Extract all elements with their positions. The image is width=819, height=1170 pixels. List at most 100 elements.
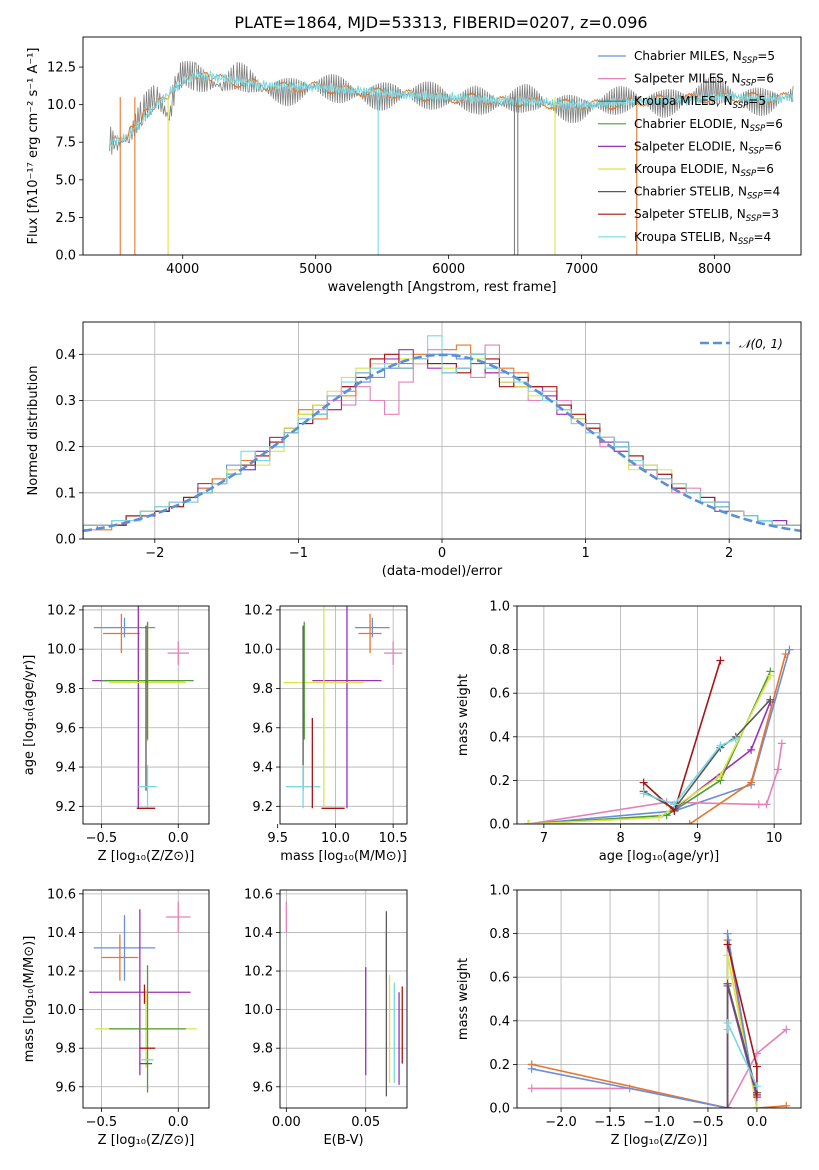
plot-area: [83, 890, 209, 1108]
data-point: [527, 1084, 536, 1093]
x-axis-label: (data-model)/error: [382, 564, 503, 579]
y-tick-label: 10.2: [47, 603, 76, 618]
figure-title: PLATE=1864, MJD=53313, FIBERID=0207, z=0…: [234, 13, 647, 32]
panel-mass_weight_vs_age: 7 8 9 10 0.0 0.2 0.4 0.6 0.8 1.0 age [log₁₀(age/yr…: [456, 600, 802, 864]
y-tick-label: 0.8: [489, 927, 510, 942]
y-tick-label: 10.0: [47, 98, 76, 113]
data-point: [762, 800, 771, 809]
x-axis-label: wavelength [Angstrom, rest frame]: [328, 280, 557, 295]
x-axis-label: mass [log₁₀(M/M⊙)]: [280, 849, 407, 864]
y-tick-label: 10.0: [244, 643, 273, 658]
legend-label: Kroupa STELIB, NSSP=4: [634, 230, 771, 247]
errorbar: [283, 606, 365, 807]
y-tick-label: 9.8: [252, 1042, 273, 1057]
errorbar: [109, 965, 186, 1093]
x-tick-label: 1: [581, 546, 589, 561]
y-axis-label: Normed distribution: [26, 366, 41, 496]
plot-area: [280, 890, 407, 1108]
data-point: [752, 1062, 761, 1071]
x-tick-label: 7000: [565, 262, 598, 277]
panel-mass_vs_Z: −0.5 0.0 9.6 9.8 10.0 10.2 10.4 10.6 Z [log₁₀(Z/…: [22, 887, 210, 1148]
legend-label: Salpeter ELODIE, NSSP=6: [634, 139, 782, 156]
plot-area: [517, 606, 801, 824]
weight-line: [673, 701, 772, 810]
legend: Chabrier MILES, NSSP=5 Salpeter MILES, NS…: [598, 49, 783, 247]
errorbar: [312, 606, 382, 809]
y-tick-label: 10.4: [244, 926, 273, 941]
x-axis-label: age [log₁₀(age/yr)]: [599, 849, 720, 864]
plot-frame: [82, 321, 802, 540]
histogram-step: [83, 335, 801, 539]
y-tick-label: 10.2: [244, 603, 273, 618]
x-axis-label: Z [log₁₀(Z/Z⊙)]: [98, 849, 195, 864]
y-tick-label: 0.6: [489, 971, 510, 986]
y-tick-label: 7.5: [55, 136, 76, 151]
y-axis-label: mass weight: [456, 674, 471, 756]
panel-mass_weight_vs_Z: −2.0 −1.5 −1.0 −0.5 0.0 0.0 0.2 0.4 0.6 0.8 1.0 Z […: [456, 884, 802, 1148]
legend-label: Kroupa MILES, NSSP=5: [634, 94, 766, 111]
plot-frame: [82, 889, 210, 1109]
y-tick-label: 9.8: [55, 1042, 76, 1057]
y-axis-label: mass weight: [456, 958, 471, 1040]
x-tick-label: 7: [540, 831, 548, 846]
x-tick-label: 6000: [432, 262, 465, 277]
x-tick-label: 10.5: [379, 831, 408, 846]
y-tick-label: 10.4: [47, 926, 76, 941]
x-tick-label: −0.5: [86, 1115, 118, 1130]
y-tick-label: 0.2: [489, 774, 510, 789]
plot-frame: [82, 605, 210, 825]
data-point: [752, 1082, 761, 1091]
y-axis-label: age [log₁₀(age/yr)]: [22, 655, 37, 776]
plot-area: [109, 61, 794, 255]
data-point: [782, 1101, 791, 1108]
x-tick-label: 0.0: [168, 1115, 189, 1130]
normal-curve: [83, 353, 801, 533]
errorbar: [93, 915, 156, 981]
data-point: [747, 745, 756, 754]
y-tick-label: 10.0: [47, 1003, 76, 1018]
x-tick-label: −2.0: [545, 1115, 577, 1130]
plot-frame: [516, 889, 802, 1109]
errorbar: [165, 901, 191, 933]
panels: 4000 5000 6000 7000 80000.02.55.07.510.012.5…: [22, 36, 802, 1148]
errorbar: [101, 934, 139, 981]
y-tick-label: 10.2: [47, 965, 76, 980]
y-tick-label: 0.1: [55, 486, 76, 501]
data-point: [754, 800, 763, 809]
weight-line: [528, 653, 787, 824]
y-tick-label: 9.4: [252, 761, 273, 776]
errorbar: [358, 613, 382, 654]
y-tick-label: 10.6: [244, 887, 273, 902]
y-tick-label: 9.6: [252, 721, 273, 736]
y-tick-label: 0.0: [55, 533, 76, 548]
y-tick-label: 0.4: [55, 348, 76, 363]
data-point: [527, 1064, 536, 1073]
x-axis-label: Z [log₁₀(Z/Z⊙)]: [98, 1133, 195, 1148]
data-point: [524, 820, 533, 824]
x-tick-label: −2: [145, 546, 164, 561]
x-tick-label: −1.5: [594, 1115, 626, 1130]
y-tick-label: 10.6: [47, 887, 76, 902]
plot-frame: [82, 36, 802, 256]
y-tick-label: 5.0: [55, 173, 76, 188]
y-tick-label: 9.8: [252, 682, 273, 697]
plot-area: [280, 606, 407, 824]
y-tick-label: 12.5: [47, 61, 76, 76]
legend-label: Chabrier MILES, NSSP=5: [634, 49, 775, 66]
x-tick-label: 0: [438, 546, 446, 561]
x-axis-label: E(B-V): [323, 1133, 363, 1148]
y-tick-label: 9.8: [55, 682, 76, 697]
x-tick-label: 2: [725, 546, 733, 561]
data-point: [731, 734, 740, 743]
x-tick-label: 8: [616, 831, 624, 846]
legend: 𝒩(0, 1): [700, 337, 783, 351]
y-tick-label: 2.5: [55, 211, 76, 226]
weight-line: [528, 675, 772, 824]
x-tick-label: −0.5: [692, 1115, 724, 1130]
plot-frame: [279, 605, 408, 825]
errorbar: [285, 765, 321, 809]
y-tick-label: 0.0: [55, 249, 76, 264]
x-tick-label: 5000: [299, 262, 332, 277]
x-tick-label: −1.0: [643, 1115, 675, 1130]
data-point: [752, 1090, 761, 1099]
